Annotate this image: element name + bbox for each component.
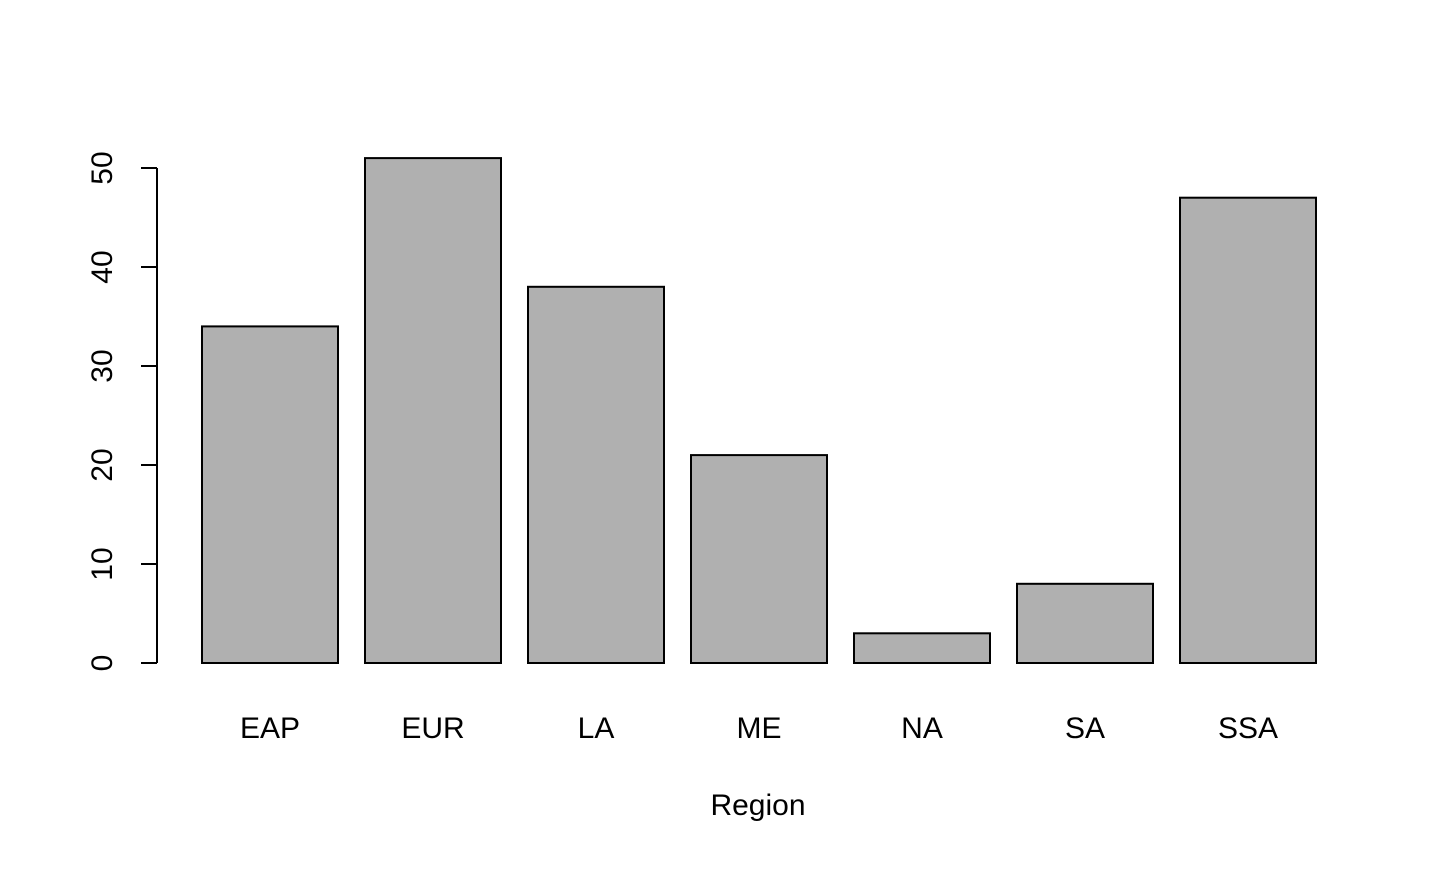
y-tick-label-30: 30 (86, 349, 119, 382)
x-tick-label-na: NA (901, 712, 943, 745)
y-tick-label-40: 40 (86, 250, 119, 283)
bar-la (527, 285, 665, 664)
y-tick-label-20: 20 (86, 448, 119, 481)
x-tick-label-ssa: SSA (1218, 712, 1278, 745)
bar-eur (364, 157, 502, 664)
x-axis-labels: EAP EUR LA ME NA SA SSA (240, 712, 1278, 745)
y-axis: 0 10 20 30 40 50 (86, 151, 158, 672)
bar-na (853, 632, 991, 664)
y-tick-label-50: 50 (86, 151, 119, 184)
y-tick-label-0: 0 (86, 655, 119, 672)
bars-layer (201, 157, 1317, 664)
bar-me (690, 454, 828, 664)
y-tick-label-10: 10 (86, 547, 119, 580)
x-tick-label-eur: EUR (401, 712, 464, 745)
x-axis-title: Region (710, 789, 805, 822)
x-tick-label-eap: EAP (240, 712, 300, 745)
x-tick-label-la: LA (578, 712, 615, 745)
bar-eap (201, 325, 339, 664)
bar-ssa (1179, 196, 1317, 664)
x-tick-label-me: ME (737, 712, 782, 745)
x-tick-label-sa: SA (1065, 712, 1105, 745)
bar-sa (1016, 582, 1154, 664)
